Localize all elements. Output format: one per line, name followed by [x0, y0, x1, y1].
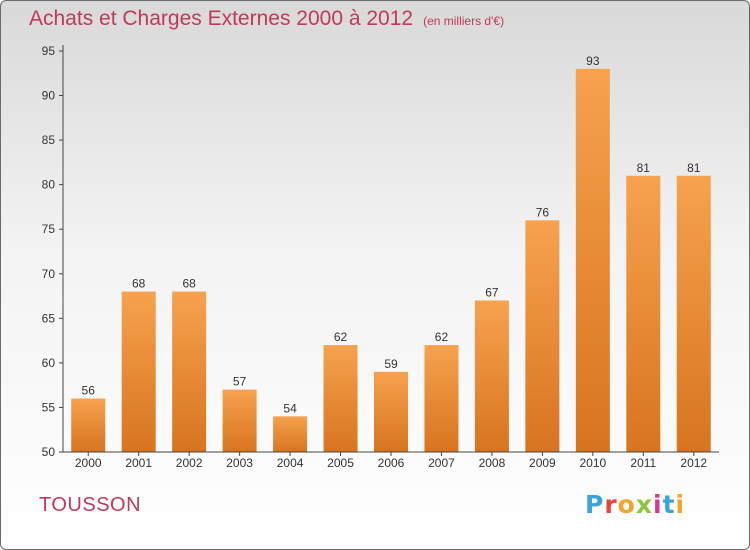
x-tick-label: 2009	[529, 456, 556, 470]
bar	[676, 175, 711, 452]
chart-subtitle: (en milliers d'€)	[423, 14, 505, 28]
y-tick-label: 50	[42, 445, 56, 459]
logo-letter: t	[662, 490, 676, 519]
bar	[71, 398, 106, 452]
x-tick-label: 2007	[428, 456, 455, 470]
y-tick-label: 75	[42, 222, 56, 236]
bar-value-label: 62	[435, 330, 449, 344]
x-tick-label: 2006	[378, 456, 405, 470]
bar	[575, 68, 610, 453]
bar	[474, 300, 509, 452]
bar	[424, 345, 459, 452]
x-tick-label: 2000	[75, 456, 102, 470]
bar-value-label: 81	[637, 161, 651, 175]
chart-title-text: Achats et Charges Externes 2000 à 2012	[29, 7, 414, 30]
x-tick-label: 2012	[680, 456, 707, 470]
y-tick-label: 65	[42, 311, 56, 325]
x-tick-label: 2005	[327, 456, 354, 470]
commune-name: TOUSSON	[39, 494, 142, 516]
bar-value-label: 93	[586, 54, 600, 68]
x-tick-label: 2001	[125, 456, 152, 470]
logo-letter: o	[617, 490, 636, 519]
bars: 56 68 68 57 54 62 59 62 67 76 93 81 81	[71, 54, 711, 453]
bar-value-label: 81	[687, 161, 701, 175]
bar	[626, 175, 661, 452]
bar	[273, 416, 308, 452]
bar-value-label: 54	[283, 401, 297, 415]
bar	[172, 291, 207, 452]
logo-letter: i	[675, 490, 686, 519]
bar-value-label: 59	[384, 357, 398, 371]
y-tick-label: 60	[42, 356, 56, 370]
y-tick-label: 70	[42, 267, 56, 281]
y-tick-label: 85	[42, 133, 56, 147]
x-tick-label: 2008	[479, 456, 506, 470]
x-axis: 2000 2001 2002 2003 2004 2005 2006 2007 2008 2009…	[63, 451, 719, 470]
bar-value-label: 68	[182, 277, 196, 291]
logo-letter: r	[604, 490, 618, 519]
y-axis: 50 55 60 65 70 75 80 85 90 95	[42, 44, 64, 459]
bar-value-label: 76	[536, 205, 550, 219]
y-tick-label: 55	[42, 400, 56, 414]
x-tick-label: 2003	[226, 456, 253, 470]
y-tick-label: 95	[42, 44, 56, 58]
x-tick-label: 2011	[630, 456, 656, 470]
x-tick-label: 2004	[277, 456, 304, 470]
bar	[121, 291, 156, 452]
proxiti-logo[interactable]: Proxiti	[585, 490, 685, 519]
bar-value-label: 62	[334, 330, 348, 344]
bar-value-label: 68	[132, 277, 146, 291]
logo-letter: P	[585, 490, 605, 519]
bar-value-label: 56	[82, 384, 96, 398]
chart-title: Achats et Charges Externes 2000 à 2012 (e…	[29, 7, 504, 31]
x-tick-label: 2010	[579, 456, 606, 470]
x-tick-label: 2002	[176, 456, 203, 470]
bar	[374, 371, 408, 452]
y-tick-label: 80	[42, 178, 56, 192]
logo-letter: x	[635, 490, 653, 519]
bar	[222, 389, 257, 452]
y-tick-label: 90	[42, 89, 56, 103]
logo-letter: i	[653, 490, 663, 519]
bar	[525, 220, 560, 452]
bar-value-label: 67	[485, 286, 499, 300]
bar-value-label: 57	[233, 375, 247, 389]
bar	[323, 345, 358, 452]
